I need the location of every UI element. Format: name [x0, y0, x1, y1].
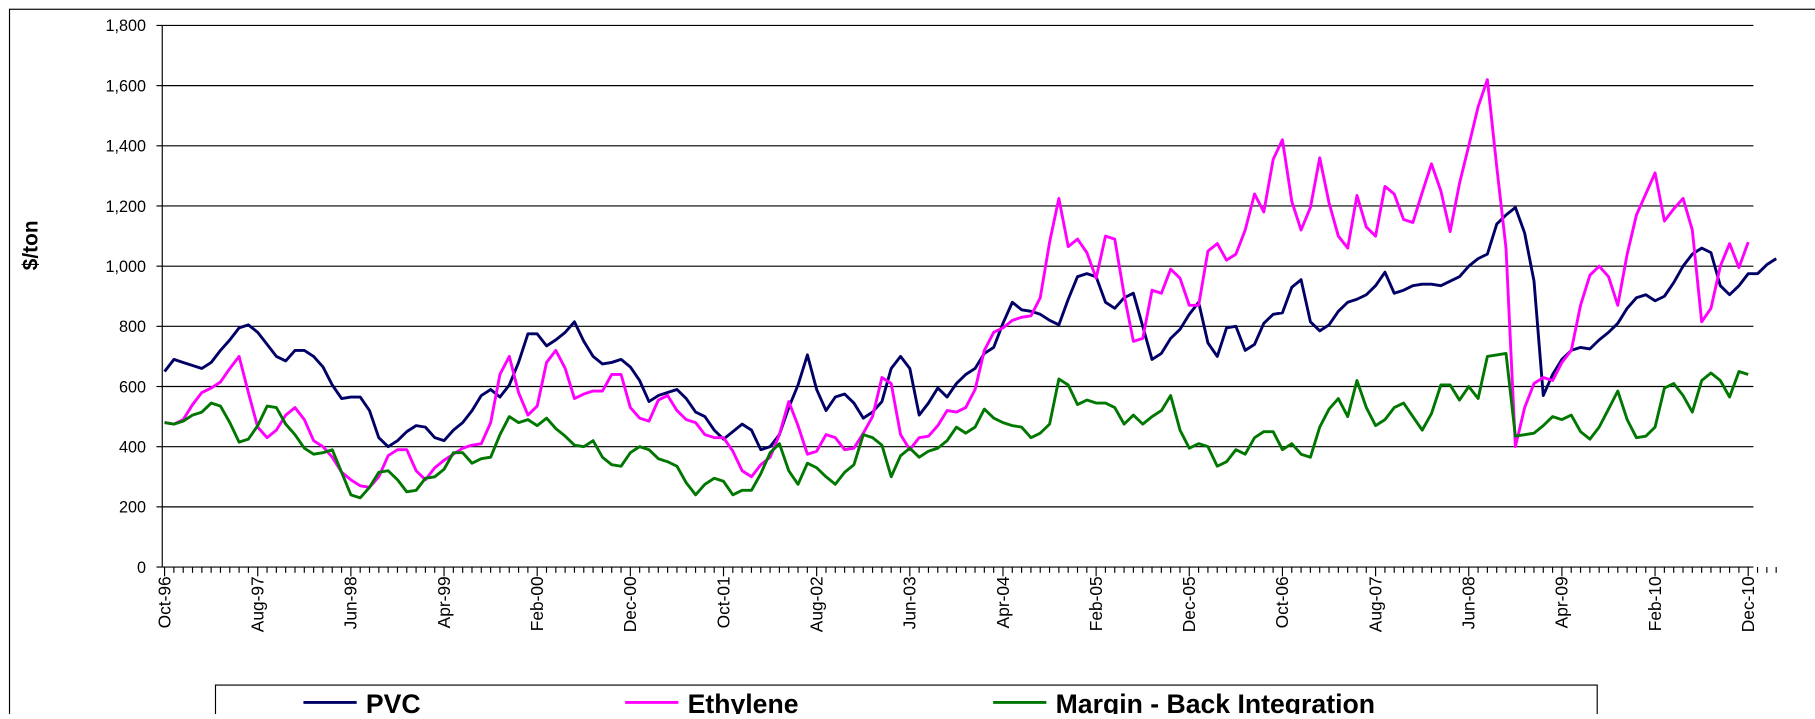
x-tick-label: Jun-08 — [1459, 576, 1479, 629]
x-tick-label: Jun-98 — [341, 576, 361, 629]
line-series — [164, 351, 1749, 500]
y-tick-label: 0 — [137, 559, 146, 577]
legend-label: Ethylene — [688, 689, 799, 714]
y-tick-label: 1,000 — [106, 258, 147, 276]
y-tick-label: 800 — [119, 318, 146, 336]
x-tick-label: Feb-00 — [527, 576, 547, 631]
x-tick-label: Dec-05 — [1179, 576, 1199, 632]
legend-box — [214, 684, 1598, 719]
y-tick-label: 400 — [119, 438, 146, 456]
x-tick-label: Feb-05 — [1086, 576, 1106, 631]
x-tick-label: Apr-99 — [434, 576, 454, 628]
legend-label: PVC — [366, 689, 421, 714]
x-tick-label: Aug-02 — [806, 576, 826, 632]
chart-frame — [8, 8, 1815, 719]
x-tick-label: Aug-97 — [248, 576, 268, 632]
legend-label: Margin - Back Integration — [1056, 689, 1375, 714]
y-tick-label: 200 — [119, 499, 146, 517]
y-axis-title: $/ton — [19, 220, 42, 270]
x-tick-label: Jun-03 — [900, 576, 920, 629]
x-tick-label: Oct-96 — [154, 576, 174, 628]
line-series — [163, 206, 1778, 452]
x-tick-label: Apr-09 — [1552, 576, 1572, 628]
y-tick-label: 600 — [119, 378, 146, 396]
x-tick-label: Oct-01 — [713, 576, 733, 628]
x-tick-label: Feb-10 — [1645, 576, 1665, 631]
x-tick-label: Dec-10 — [1738, 576, 1758, 632]
line-series — [164, 78, 1750, 489]
y-tick-label: 1,400 — [106, 138, 147, 156]
y-tick-label: 1,600 — [106, 77, 147, 95]
x-tick-label: Aug-07 — [1365, 576, 1385, 632]
x-tick-label: Oct-06 — [1272, 576, 1292, 628]
x-tick-label: Dec-00 — [620, 576, 640, 632]
y-tick-label: 1,200 — [106, 198, 147, 216]
y-tick-label: 1,800 — [106, 17, 147, 35]
x-tick-label: Apr-04 — [993, 576, 1013, 628]
